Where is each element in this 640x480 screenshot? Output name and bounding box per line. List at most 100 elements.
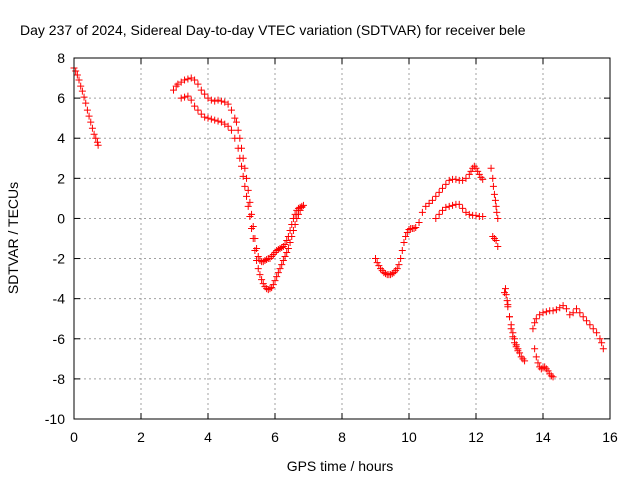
data-point-plus [211, 97, 219, 105]
data-point-plus [241, 182, 249, 190]
data-point-plus [559, 302, 567, 310]
data-point-plus [268, 284, 276, 292]
data-point-plus [410, 224, 418, 232]
data-point-plus [472, 211, 480, 219]
data-point-plus [373, 259, 381, 267]
data-point-plus [204, 114, 212, 122]
data-point-plus [542, 308, 550, 316]
data-point-plus [217, 97, 225, 105]
data-point-plus [284, 245, 292, 253]
data-point-plus [259, 280, 267, 288]
data-point-plus [509, 333, 517, 341]
data-point-plus [181, 76, 189, 84]
data-point-plus [415, 218, 423, 226]
x-tick-label: 0 [70, 429, 78, 445]
data-point-plus [187, 96, 195, 104]
data-point-plus [279, 257, 287, 265]
data-point-plus [243, 192, 251, 200]
y-tick-label: -8 [53, 371, 66, 387]
grid [74, 58, 610, 419]
data-point-plus [502, 291, 510, 299]
data-point-plus [177, 94, 185, 102]
data-point-plus [194, 106, 202, 114]
data-point-plus [181, 93, 189, 101]
data-point-plus [244, 186, 252, 194]
data-point-plus [579, 313, 587, 321]
data-point-plus [492, 237, 500, 245]
data-point-plus [274, 269, 282, 277]
data-point-plus [254, 265, 262, 273]
data-point-plus [514, 347, 522, 355]
data-point-plus [511, 339, 519, 347]
data-point-plus [197, 86, 205, 94]
data-point-plus [422, 202, 430, 210]
data-point-plus [405, 225, 413, 233]
data-point-plus [289, 226, 297, 234]
data-point-plus [227, 106, 235, 114]
data-point-plus [445, 202, 453, 210]
data-point-plus [263, 256, 271, 264]
data-point-plus [239, 172, 247, 180]
data-point-plus [432, 192, 440, 200]
data-point-plus [184, 75, 192, 83]
data-point-plus [442, 203, 450, 211]
data-point-plus [452, 175, 460, 183]
data-point-plus [78, 87, 86, 95]
data-point-plus [197, 110, 205, 118]
data-point-plus [266, 285, 274, 293]
data-point-plus [455, 200, 463, 208]
data-point-plus [504, 301, 512, 309]
data-point-plus [521, 357, 529, 365]
x-tick-label: 10 [401, 429, 417, 445]
data-point-plus [283, 249, 291, 257]
data-point-plus [529, 325, 537, 333]
data-point-plus [72, 67, 80, 75]
data-point-plus [539, 364, 547, 372]
data-point-plus [547, 372, 555, 380]
data-point-plus [211, 116, 219, 124]
data-point-plus [487, 164, 495, 172]
data-point-plus [445, 176, 453, 184]
x-tick-label: 14 [535, 429, 551, 445]
y-tick-label: 2 [57, 170, 65, 186]
data-point-plus [94, 141, 102, 149]
data-point-plus [397, 255, 405, 263]
data-point-plus [90, 130, 98, 138]
data-point-plus [501, 285, 509, 293]
data-point-plus [465, 170, 473, 178]
x-axis-label: GPS time / hours [287, 458, 394, 474]
data-point-plus [439, 206, 446, 214]
data-point-plus [532, 353, 540, 361]
data-point-plus [432, 214, 440, 222]
x-tick-label: 12 [468, 429, 484, 445]
data-point-plus [531, 319, 539, 327]
data-point-plus [599, 345, 607, 353]
data-point-plus [191, 102, 199, 110]
data-point-plus [88, 124, 96, 132]
data-point-plus [231, 134, 239, 142]
data-point-plus [251, 247, 259, 255]
data-point-plus [562, 305, 570, 313]
data-point-plus [479, 175, 487, 183]
y-tick-label: -2 [53, 251, 66, 267]
data-point-plus [531, 345, 539, 353]
data-point-plus [214, 117, 222, 125]
data-point-plus [273, 273, 281, 281]
data-point-plus [92, 134, 100, 142]
y-tick-label: -4 [53, 291, 66, 307]
data-point-plus [549, 307, 557, 315]
data-point-plus [465, 210, 473, 218]
data-point-plus [249, 235, 257, 242]
data-point-plus [428, 196, 436, 204]
data-point-plus [494, 243, 502, 251]
data-point-plus [439, 184, 446, 192]
y-tick-label: 6 [57, 90, 65, 106]
data-point-plus [269, 281, 277, 289]
y-tick-label: 0 [57, 210, 65, 226]
y-tick-label: -6 [53, 331, 66, 347]
data-point-plus [492, 202, 500, 210]
data-point-plus [288, 232, 296, 240]
data-point-plus [253, 257, 261, 265]
data-point-plus [296, 206, 304, 214]
